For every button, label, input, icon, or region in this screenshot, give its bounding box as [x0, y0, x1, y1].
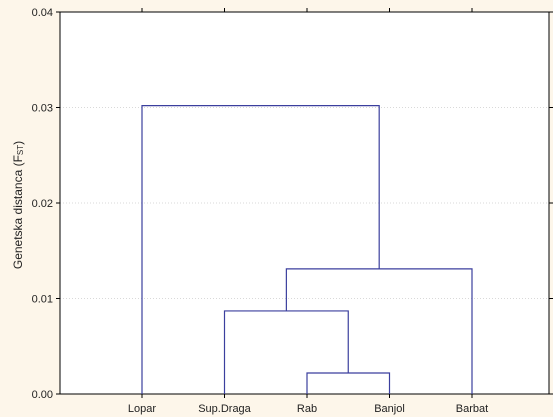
y-tick-label: 0.00	[32, 389, 53, 401]
y-tick-label: 0.01	[32, 294, 53, 306]
x-tick-label: Sup.Draga	[198, 403, 251, 415]
plot-frame	[59, 11, 550, 395]
x-tick-labels: Lopar Sup.Draga Rab Banjol Barbat	[128, 403, 488, 415]
x-tick-label: Barbat	[456, 403, 488, 415]
y-tick-label: 0.02	[32, 198, 53, 210]
y-tick-labels: 0.00 0.01 0.02 0.03 0.04	[32, 7, 53, 401]
y-tick-label: 0.03	[32, 103, 53, 115]
x-tick-label: Banjol	[374, 403, 405, 415]
x-tick-label: Lopar	[128, 403, 156, 415]
y-axis-label: Genetska distanca (FST)	[11, 141, 25, 269]
y-tick-label: 0.04	[32, 7, 53, 19]
dendrogram-link	[141, 104, 380, 394]
x-tick-label: Rab	[297, 403, 317, 415]
axes	[56, 8, 553, 398]
dendrogram-branches	[141, 104, 473, 394]
plot-area	[60, 12, 549, 394]
